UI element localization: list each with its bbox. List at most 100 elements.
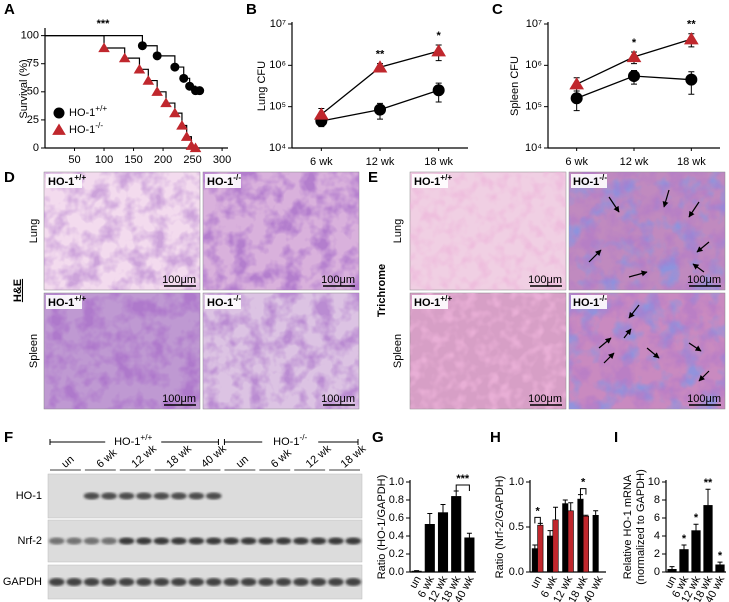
panel-label: E <box>368 169 378 186</box>
annotation: * <box>694 512 699 524</box>
bar <box>703 505 713 573</box>
y-tick-label: 10⁷ <box>526 18 542 30</box>
annotation: * <box>718 550 723 562</box>
band <box>83 578 100 586</box>
band <box>258 537 274 545</box>
micrograph-texture <box>569 293 725 409</box>
genotype-label: HO-1-/- <box>573 173 607 188</box>
y-tick-label: 100 <box>21 30 39 42</box>
annotation: ** <box>704 477 713 489</box>
text-part: HO-1 <box>69 107 95 119</box>
superscript: -/- <box>233 294 241 303</box>
y-tick-label: 10⁵ <box>269 101 286 113</box>
micrograph-texture <box>203 293 359 409</box>
text-part: HO-1 <box>414 297 440 309</box>
band <box>310 537 327 545</box>
row-label: Spleen <box>28 334 40 368</box>
error-bar <box>669 566 675 570</box>
band <box>48 537 65 545</box>
marker <box>98 42 110 53</box>
band <box>275 578 292 586</box>
micrograph-texture <box>410 293 566 409</box>
band <box>293 537 309 545</box>
band <box>66 578 83 586</box>
y-tick-label: 6 <box>654 512 660 524</box>
scale-label: 100μm <box>162 393 196 405</box>
bar <box>562 503 569 573</box>
band <box>136 578 152 586</box>
row-label: Lung <box>28 219 40 243</box>
band <box>327 537 344 545</box>
y-tick-label: 0.0 <box>509 566 524 578</box>
genotype-label-bg <box>205 295 241 309</box>
y-axis-label: Ratio (Nrf-2/GAPDH) <box>494 476 506 579</box>
marker <box>176 120 188 130</box>
band <box>101 492 117 500</box>
panel-label: I <box>614 429 618 446</box>
error-bar <box>466 532 472 538</box>
scale-label: 100μm <box>687 274 721 286</box>
superscript: -/- <box>233 173 241 182</box>
x-tick-label: 200 <box>154 154 172 166</box>
x-tick-label: 250 <box>183 154 201 166</box>
panel-label: C <box>492 1 503 18</box>
significance-bracket <box>455 484 470 491</box>
marker <box>118 52 131 63</box>
scale-label: 100μm <box>321 393 355 405</box>
band <box>240 537 257 545</box>
marker <box>431 44 447 57</box>
marker <box>372 60 388 73</box>
error-bar <box>427 513 433 525</box>
y-tick-label: 10⁴ <box>269 142 286 154</box>
band <box>83 492 100 500</box>
bar <box>552 519 559 573</box>
group-label-bg <box>105 434 162 450</box>
bar <box>567 510 574 573</box>
scale-label: 100μm <box>528 274 562 286</box>
blot-strip <box>47 519 363 563</box>
micrograph-texture <box>410 172 566 290</box>
arrow <box>628 304 640 319</box>
marker <box>152 51 162 61</box>
scale-label: 100μm <box>528 393 562 405</box>
bar <box>464 537 475 573</box>
marker <box>133 63 146 74</box>
arrow <box>698 370 710 382</box>
marker <box>170 62 180 72</box>
legend-label: HO-1-/- <box>69 121 103 136</box>
scale-label: 100μm <box>162 274 196 286</box>
marker <box>685 73 698 86</box>
y-axis-label: Lung CFU <box>256 61 268 111</box>
micrograph-texture <box>569 172 725 290</box>
band <box>118 492 135 500</box>
band <box>258 578 274 586</box>
y-tick-label: 0.2 <box>389 548 404 560</box>
lane-label: 6 wk <box>269 446 294 470</box>
y-tick-label: 0.8 <box>389 494 404 506</box>
superscript: +/+ <box>74 173 86 182</box>
lane-label: 6 wk <box>94 446 119 470</box>
superscript: -/- <box>299 433 307 442</box>
band <box>136 537 152 545</box>
band <box>48 578 65 586</box>
marker <box>628 70 640 83</box>
text-part: HO-1 <box>48 176 74 188</box>
marker <box>683 32 699 45</box>
x-tick-label: un <box>407 574 423 590</box>
band <box>275 537 292 545</box>
band <box>188 578 205 586</box>
row-label: Lung <box>392 219 404 243</box>
y-tick-label: 10⁷ <box>270 18 286 30</box>
y-tick-label: 1.0 <box>509 476 524 488</box>
bar <box>437 512 449 573</box>
bar <box>411 570 422 573</box>
y-tick-label: 0 <box>33 142 39 154</box>
error-bar <box>693 523 699 531</box>
text-part: HO-1 <box>207 297 233 309</box>
annotation: * <box>632 37 637 49</box>
bar <box>537 524 544 573</box>
marker <box>142 75 155 85</box>
significance-bracket <box>534 516 541 524</box>
group-label: HO-1-/- <box>273 433 307 448</box>
superscript: -/- <box>599 294 607 303</box>
